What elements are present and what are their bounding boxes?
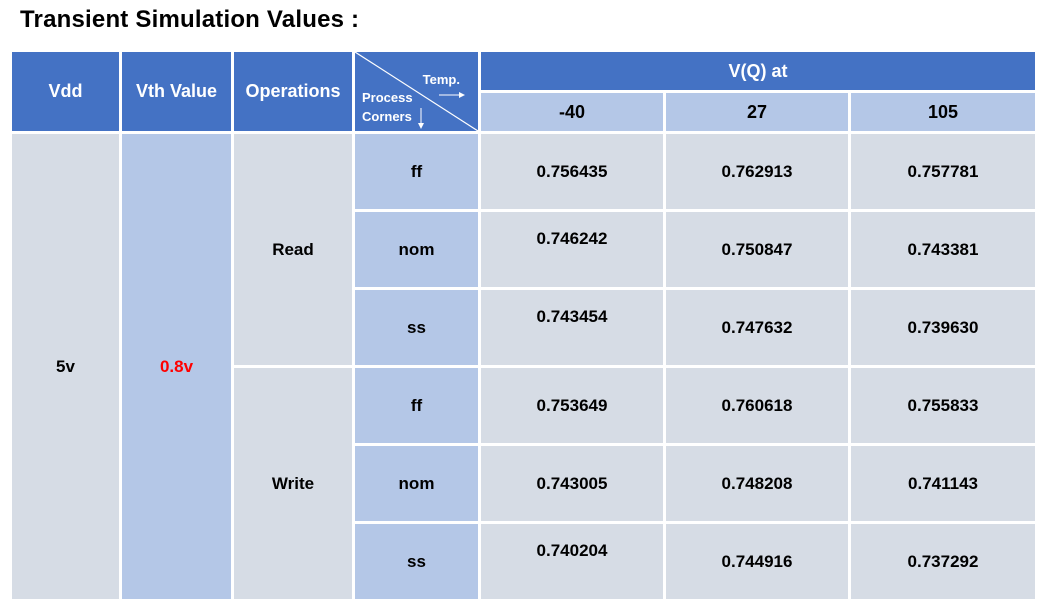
value-cell: 0.757781 (851, 134, 1035, 209)
corner-cell: ff (355, 134, 478, 209)
value-cell: 0.743381 (851, 212, 1035, 287)
value-cell: 0.756435 (481, 134, 663, 209)
header-temp-105: 105 (851, 93, 1035, 131)
corner-cell: ss (355, 524, 478, 599)
value-cell: 0.750847 (666, 212, 848, 287)
operation-read: Read (234, 134, 352, 365)
operation-write: Write (234, 368, 352, 599)
process-corners-label: Process Corners (362, 90, 413, 124)
header-temp-minus40: -40 (481, 93, 663, 131)
value-cell: 0.762913 (666, 134, 848, 209)
value-cell: 0.743005 (481, 446, 663, 521)
value-cell: 0.748208 (666, 446, 848, 521)
value-cell: 0.744916 (666, 524, 848, 599)
corner-cell: nom (355, 212, 478, 287)
temp-label: Temp. (422, 72, 460, 87)
value-cell: 0.739630 (851, 290, 1035, 365)
corner-cell: ss (355, 290, 478, 365)
vth-value: 0.8v (122, 134, 231, 599)
corner-cell: ff (355, 368, 478, 443)
value-cell: 0.743454 (481, 290, 663, 365)
simulation-table: Vdd Vth Value Operations Temp. Process C… (12, 52, 1035, 599)
value-cell: 0.746242 (481, 212, 663, 287)
value-cell: 0.760618 (666, 368, 848, 443)
corner-cell: nom (355, 446, 478, 521)
page-title: Transient Simulation Values : (20, 6, 360, 33)
value-cell: 0.755833 (851, 368, 1035, 443)
diagonal-divider-icon (355, 52, 478, 131)
header-temp-process-corner: Temp. Process Corners (355, 52, 478, 131)
header-operations: Operations (234, 52, 352, 131)
value-cell: 0.747632 (666, 290, 848, 365)
value-cell: 0.741143 (851, 446, 1035, 521)
value-cell: 0.737292 (851, 524, 1035, 599)
value-cell: 0.753649 (481, 368, 663, 443)
header-vdd: Vdd (12, 52, 119, 131)
value-cell: 0.740204 (481, 524, 663, 599)
vdd-value: 5v (12, 134, 119, 599)
header-vq-at: V(Q) at (481, 52, 1035, 90)
header-temp-27: 27 (666, 93, 848, 131)
header-vth-value: Vth Value (122, 52, 231, 131)
